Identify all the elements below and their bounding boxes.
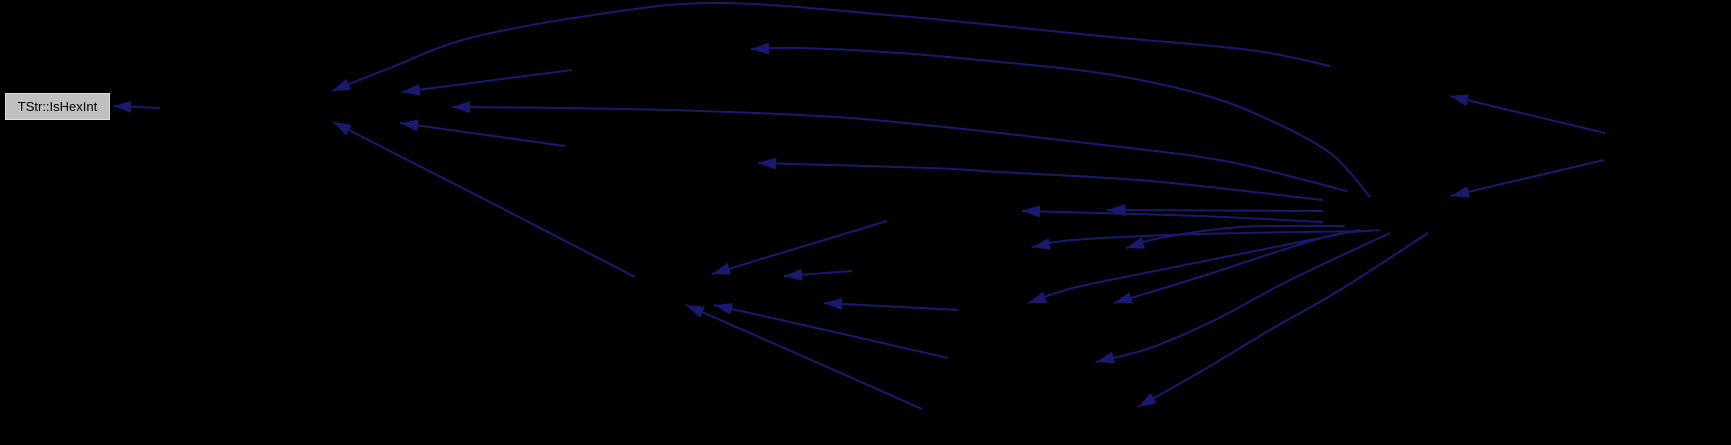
edge-into-ishexint-arrowhead: [113, 100, 132, 113]
edge-hub-bottom2: [1137, 232, 1429, 408]
edge-hub-row3: [1125, 224, 1346, 249]
edge-hub-row4-arrowhead: [1032, 238, 1051, 250]
edge-hub-row6-arrowhead: [1028, 291, 1047, 303]
edge-center-diag: [711, 220, 888, 275]
edge-bottom-shallow: [713, 304, 949, 359]
edge-bottom-steep-arrowhead: [686, 305, 705, 318]
edge-bottom-shallow-arrowhead: [714, 303, 733, 315]
edge-hub-row5: [1113, 229, 1381, 304]
edge-right-upper: [1449, 95, 1606, 134]
edge-hub-center-arrowhead: [758, 157, 777, 170]
edge-bottom-short: [823, 302, 959, 311]
edge-hub-row6: [1027, 229, 1361, 304]
edge-hub-row1: [1106, 209, 1324, 212]
edge-center-diag-arrowhead: [712, 263, 731, 275]
edge-hub-center: [757, 162, 1324, 201]
edge-topcenter-left: [401, 69, 573, 93]
edge-hub-long-mid-arrowhead: [452, 101, 471, 114]
edge-topcenter-left-arrowhead: [402, 83, 421, 96]
edge-hub-bottom1: [1095, 232, 1391, 363]
edge-hub-bottom1-arrowhead: [1096, 351, 1115, 364]
edge-hub-row4: [1031, 230, 1371, 248]
edge-top-arc: [331, 1, 1331, 92]
node-label: TStr::IsHexInt: [17, 99, 98, 114]
edge-hub-row2: [1021, 210, 1324, 223]
edge-bottom-short-arrowhead: [824, 297, 843, 310]
edge-hub-row3-arrowhead: [1126, 237, 1145, 249]
edge-mid-left-arrowhead: [400, 119, 419, 132]
edges-group: [112, 1, 1606, 410]
edge-right-lower-arrowhead: [1451, 186, 1470, 198]
edge-mid-left: [399, 122, 566, 147]
node-tstr-ishexint: TStr::IsHexInt: [5, 93, 110, 120]
edge-hub-topcenter-arrowhead: [751, 42, 770, 55]
edge-hub-row5-arrowhead: [1114, 292, 1133, 304]
edge-right-lower: [1450, 159, 1605, 197]
edge-hub-long-mid: [451, 106, 1348, 192]
edge-hub-bottom2-arrowhead: [1138, 392, 1157, 407]
edge-bottom-steep: [685, 304, 923, 410]
edge-hub-topcenter: [750, 46, 1371, 198]
edge-right-upper-arrowhead: [1450, 94, 1469, 107]
edge-hub2-up-left-arrowhead: [333, 122, 352, 136]
edge-center-short-arrowhead: [784, 268, 803, 281]
edge-hub2-up-left: [332, 121, 636, 278]
edge-hub-row2-arrowhead: [1022, 205, 1041, 218]
edge-top-arc-arrowhead: [332, 78, 351, 91]
